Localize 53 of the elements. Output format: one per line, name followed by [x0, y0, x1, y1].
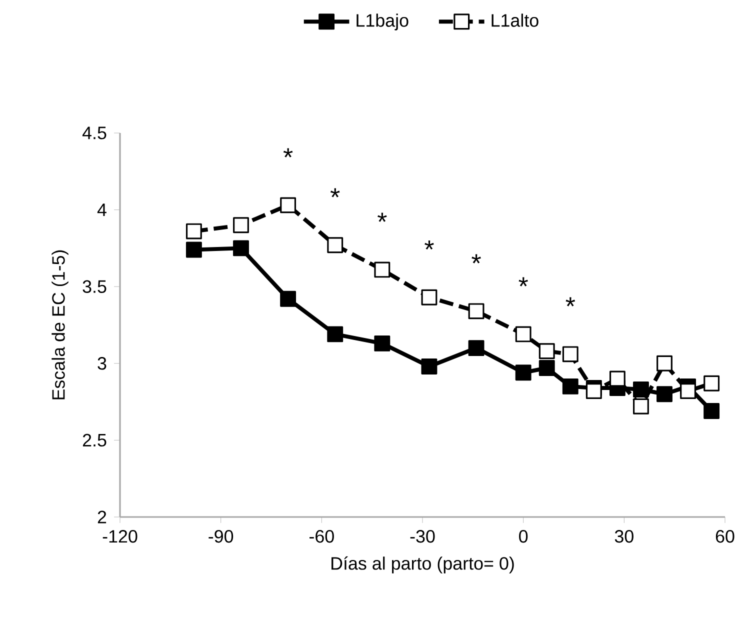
annotation: * — [518, 277, 528, 286]
point — [586, 383, 602, 400]
point — [562, 378, 578, 394]
point — [704, 403, 720, 419]
legend-label: L1bajo — [356, 14, 408, 30]
x-tick-label: 30 — [614, 530, 634, 543]
point — [633, 398, 649, 414]
y-tick-label: 3.5 — [82, 280, 106, 293]
point — [233, 240, 249, 256]
y-tick-label: 2 — [98, 510, 106, 524]
point — [280, 290, 296, 307]
y-tick-label: 4 — [97, 204, 106, 216]
y-axis-title: Escala de EC (1-5) — [52, 250, 68, 400]
point — [327, 237, 344, 254]
annotation: * — [424, 240, 434, 250]
x-tick-label: 0 — [519, 530, 528, 543]
annotation: * — [472, 254, 481, 264]
point — [186, 242, 202, 258]
point — [538, 343, 555, 360]
x-tick-label: 60 — [716, 530, 734, 543]
point — [680, 383, 696, 400]
point — [421, 358, 438, 374]
point — [704, 375, 720, 392]
point — [538, 360, 555, 376]
annotation: * — [566, 297, 576, 306]
point — [421, 289, 438, 306]
point — [374, 262, 390, 278]
point — [280, 197, 296, 214]
point — [609, 370, 626, 387]
point — [656, 386, 672, 402]
point — [562, 346, 578, 362]
point — [656, 355, 672, 372]
point — [468, 340, 484, 356]
y-tick-label: 4.5 — [82, 126, 106, 140]
x-tick-label: -60 — [310, 530, 334, 543]
point — [468, 303, 484, 320]
point — [186, 223, 202, 240]
point — [633, 382, 649, 398]
annotation: * — [283, 148, 293, 158]
x-axis-title: Días al parto (parto= 0) — [332, 556, 514, 574]
x-tick-label: -30 — [410, 530, 435, 543]
annotation: * — [330, 188, 340, 198]
x-tick-label: -90 — [208, 530, 234, 543]
annotation: * — [378, 212, 387, 222]
point — [374, 335, 390, 352]
x-tick-label: -120 — [102, 530, 138, 543]
point — [515, 364, 532, 381]
y-tick-label: 3 — [98, 357, 106, 370]
legend-label: L1alto — [492, 14, 538, 27]
point — [515, 326, 532, 342]
point — [327, 326, 344, 342]
y-tick-label: 2.5 — [82, 434, 106, 447]
point — [233, 217, 249, 234]
